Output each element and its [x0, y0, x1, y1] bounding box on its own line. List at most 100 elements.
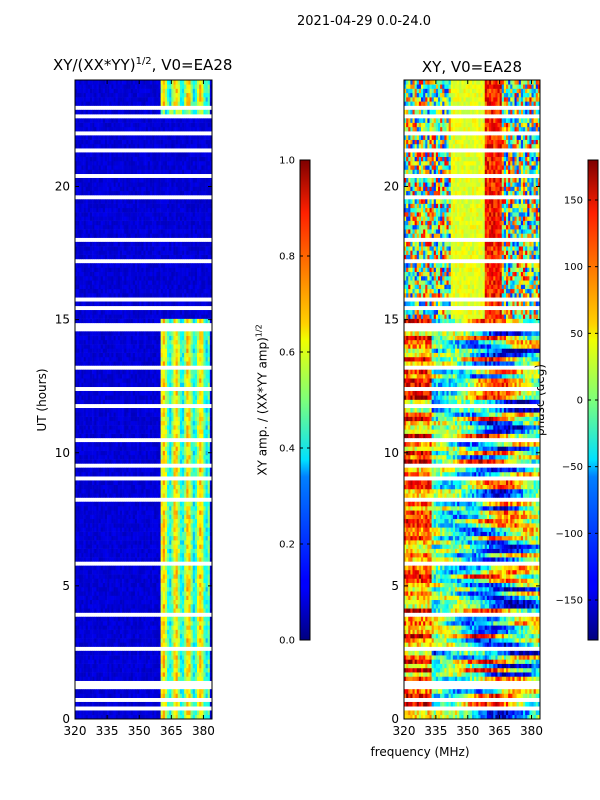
heatmap-cell [145, 339, 149, 345]
heatmap-cell [132, 638, 136, 643]
heatmap-cell [143, 454, 146, 460]
heatmap-cell [126, 484, 129, 490]
heatmap-cell [152, 493, 155, 498]
heatmap-cell [190, 710, 194, 716]
heatmap-cell [203, 446, 206, 451]
heatmap-cell [102, 471, 106, 477]
heatmap-cell [124, 506, 127, 511]
heatmap-cell [111, 459, 114, 464]
heatmap-cell [119, 514, 123, 520]
heatmap-cell [92, 633, 95, 639]
heatmap-cell [115, 544, 119, 549]
heatmap-cell [209, 633, 213, 639]
heatmap-cell [171, 676, 174, 681]
heatmap-cell [143, 510, 146, 515]
heatmap-cell [92, 663, 95, 669]
heatmap-cell [156, 467, 159, 473]
heatmap-cell [199, 655, 202, 660]
heatmap-cell [113, 633, 116, 639]
heatmap-cell [85, 638, 89, 643]
heatmap-cell [137, 616, 140, 622]
heatmap-cell [75, 629, 78, 635]
heatmap-cell [107, 471, 110, 477]
heatmap-cell [98, 578, 101, 583]
heatmap-cell [149, 420, 153, 426]
heatmap-cell [100, 625, 104, 630]
heatmap-cell [83, 416, 86, 422]
heatmap-cell [179, 527, 183, 532]
heatmap-cell [169, 650, 172, 656]
heatmap-cell [145, 625, 149, 630]
heatmap-cell [83, 433, 86, 439]
heatmap-cell [109, 603, 112, 609]
heatmap-cell [182, 642, 185, 647]
heatmap-cell [115, 518, 119, 524]
heatmap-cell [205, 361, 209, 366]
heatmap-cell [160, 548, 164, 554]
heatmap-cell [164, 569, 168, 575]
heatmap-cell [207, 714, 211, 720]
heatmap-cell [184, 552, 187, 558]
heatmap-cell [79, 586, 82, 592]
heatmap-cell [152, 629, 155, 635]
heatmap-cell [130, 395, 134, 400]
heatmap-cell [205, 484, 209, 490]
heatmap-cell [107, 603, 110, 609]
heatmap-cell [115, 493, 119, 498]
heatmap-cell [113, 701, 116, 707]
heatmap-cell [111, 591, 114, 596]
heatmap-cell [83, 531, 86, 537]
heatmap-cell [130, 369, 134, 375]
heatmap-cell [184, 450, 187, 456]
heatmap-cell [100, 352, 104, 358]
heatmap-cell [169, 378, 172, 383]
heatmap-cell [152, 420, 155, 426]
heatmap-cell [188, 693, 191, 698]
heatmap-cell [179, 638, 183, 643]
heatmap-cell [205, 433, 209, 439]
heatmap-cell [124, 523, 127, 528]
heatmap-cell [132, 655, 136, 660]
heatmap-cell [79, 450, 82, 456]
heatmap-cell [167, 586, 170, 592]
heatmap-cell [143, 361, 146, 366]
heatmap-cell [145, 352, 149, 358]
heatmap-cell [113, 356, 116, 362]
heatmap-cell [184, 331, 187, 336]
heatmap-cell [115, 638, 119, 643]
heatmap-cell [124, 557, 127, 562]
heatmap-cell [115, 650, 119, 656]
heatmap-cell [164, 514, 168, 520]
heatmap-cell [203, 527, 206, 532]
heatmap-cell [81, 446, 84, 451]
heatmap-cell [162, 625, 166, 630]
heatmap-cell [154, 548, 157, 554]
heatmap-cell [104, 565, 108, 571]
heatmap-cell [96, 408, 99, 413]
heatmap-cell [94, 629, 97, 635]
heatmap-cell [149, 450, 153, 456]
heatmap-cell [130, 591, 134, 596]
heatmap-cell [75, 433, 78, 439]
heatmap-cell [194, 531, 198, 537]
heatmap-cell [81, 493, 84, 498]
heatmap-cell [107, 667, 110, 673]
heatmap-cell [115, 595, 119, 601]
heatmap-cell [201, 667, 204, 673]
heatmap-cell [115, 578, 119, 583]
heatmap-cell [107, 689, 110, 694]
heatmap-cell [167, 544, 170, 549]
heatmap-cell [149, 373, 153, 379]
heatmap-cell [207, 425, 211, 430]
heatmap-cell [156, 412, 159, 417]
heatmap-cell [184, 433, 187, 439]
heatmap-cell [188, 701, 191, 707]
heatmap-cell [173, 425, 176, 430]
heatmap-cell [182, 595, 185, 601]
heatmap-cell [167, 442, 170, 447]
heatmap-cell [203, 425, 206, 430]
heatmap-cell [162, 582, 166, 588]
heatmap-cell [117, 339, 121, 345]
heatmap-cell [89, 544, 93, 549]
heatmap-cell [141, 633, 144, 639]
